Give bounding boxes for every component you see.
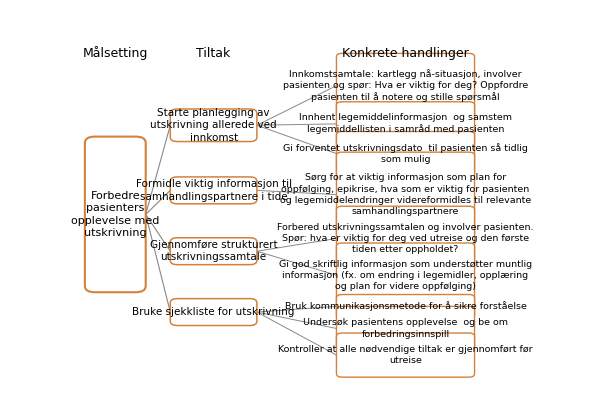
Text: Forbered utskrivningssamtalen og involver pasienten.
Spør: hva er viktig for deg: Forbered utskrivningssamtalen og involve… (277, 223, 534, 254)
Text: Formidle viktig informasjon til
samhandlingspartnere i tide: Formidle viktig informasjon til samhandl… (135, 179, 292, 202)
Text: Kontroller at alle nødvendige tiltak er gjennomført før
utreise: Kontroller at alle nødvendige tiltak er … (278, 345, 533, 365)
FancyBboxPatch shape (170, 299, 257, 326)
FancyBboxPatch shape (336, 53, 475, 118)
FancyBboxPatch shape (336, 243, 475, 308)
FancyBboxPatch shape (336, 152, 475, 237)
FancyBboxPatch shape (336, 102, 475, 146)
Text: Gjennomføre strukturert
utskrivningssamtale: Gjennomføre strukturert utskrivningssamt… (150, 240, 277, 262)
FancyBboxPatch shape (170, 177, 257, 204)
Text: Tiltak: Tiltak (196, 47, 231, 60)
Text: Gi god skriftlig informasjon som understøtter muntlig
informasjon (fx. om endrin: Gi god skriftlig informasjon som underst… (279, 260, 532, 291)
Text: Bruk kommunikasjonsmetode for å sikre forståelse: Bruk kommunikasjonsmetode for å sikre fo… (284, 301, 527, 311)
Text: Forbedre
pasienters
opplevelse med
utskrivning: Forbedre pasienters opplevelse med utskr… (71, 191, 159, 238)
Text: Innkomstsamtale: kartlegg nå-situasjon, involver
pasienten og spør: Hva er vikti: Innkomstsamtale: kartlegg nå-situasjon, … (283, 69, 528, 102)
FancyBboxPatch shape (170, 238, 257, 265)
FancyBboxPatch shape (336, 132, 475, 176)
Text: Sørg for at viktig informasjon som plan for
oppfølging, epikrise, hva som er vik: Sørg for at viktig informasjon som plan … (280, 173, 531, 216)
Text: Undersøk pasientens opplevelse  og be om
forbedringsinnspill: Undersøk pasientens opplevelse og be om … (303, 318, 508, 339)
Text: Starte planlegging av
utskrivning allerede ved
innkomst: Starte planlegging av utskrivning allere… (150, 108, 277, 143)
FancyBboxPatch shape (336, 295, 475, 318)
Text: Målsetting: Målsetting (83, 46, 148, 60)
FancyBboxPatch shape (336, 206, 475, 271)
FancyBboxPatch shape (336, 333, 475, 377)
Text: Gi forventet utskrivningsdato  til pasienten så tidlig
som mulig: Gi forventet utskrivningsdato til pasien… (283, 143, 528, 164)
FancyBboxPatch shape (336, 306, 475, 351)
Text: Bruke sjekkliste for utskrivning: Bruke sjekkliste for utskrivning (132, 307, 295, 317)
FancyBboxPatch shape (85, 137, 146, 292)
FancyBboxPatch shape (170, 109, 257, 142)
Text: Innhent legemiddelinformasjon  og samstem
legemiddellisten i samråd med pasiente: Innhent legemiddelinformasjon og samstem… (299, 113, 512, 134)
Text: Konkrete handlinger: Konkrete handlinger (342, 47, 469, 60)
